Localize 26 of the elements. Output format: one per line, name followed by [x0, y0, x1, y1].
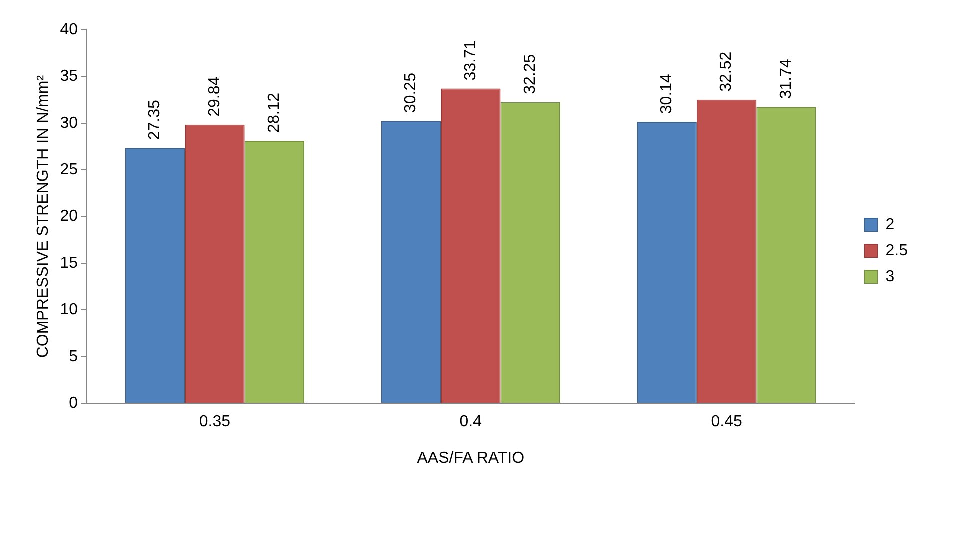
y-tick-label: 35	[60, 68, 78, 86]
y-tick-label: 15	[60, 254, 78, 272]
legend-label: 2.5	[886, 242, 908, 260]
legend-label: 3	[886, 268, 895, 286]
data-label: 31.74	[778, 59, 795, 100]
data-label: 28.12	[266, 92, 284, 133]
y-tick-label: 30	[60, 114, 78, 132]
y-tick-label: 20	[60, 208, 78, 226]
y-tick-label: 5	[69, 348, 78, 366]
data-label: 32.25	[522, 54, 539, 94]
data-label: 32.52	[718, 52, 736, 92]
data-label: 30.25	[402, 72, 420, 114]
y-axis-title: COMPRESSIVE STRENGTH IN N/mm²	[35, 74, 52, 358]
data-label: 29.84	[206, 76, 224, 117]
data-label: 33.71	[462, 40, 480, 81]
x-tick-label: 0.35	[199, 414, 231, 431]
legend-label: 2	[886, 216, 895, 234]
x-tick-label: 0.45	[711, 414, 742, 431]
y-tick-label: 10	[60, 302, 78, 319]
data-label: 30.14	[658, 74, 676, 114]
y-tick-label: 40	[60, 21, 78, 38]
x-tick-label: 0.4	[460, 414, 482, 431]
x-axis-title: AAS/FA RATIO	[417, 450, 525, 467]
y-tick-label: 0	[69, 395, 78, 412]
data-label: 27.35	[146, 100, 164, 140]
y-tick-label: 25	[60, 162, 78, 179]
